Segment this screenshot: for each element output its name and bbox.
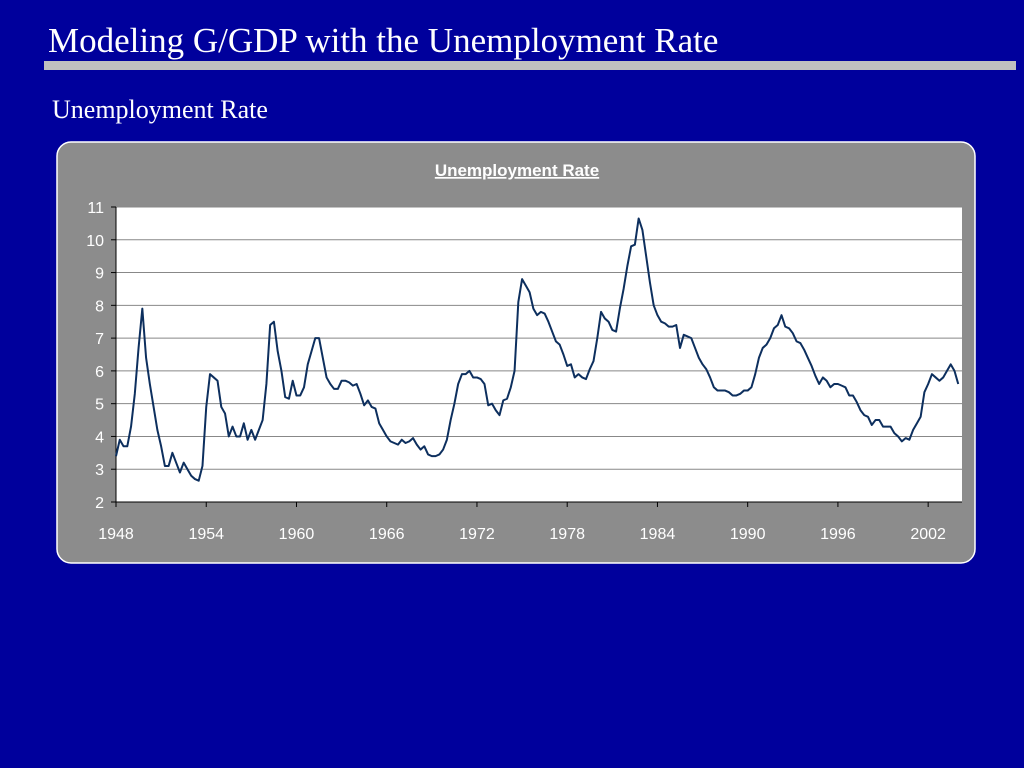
x-tick-label: 1978 xyxy=(549,526,585,543)
chart-title: Unemployment Rate xyxy=(435,161,599,180)
x-tick-label: 1996 xyxy=(820,526,856,543)
y-tick-label: 11 xyxy=(87,200,104,217)
x-tick-label: 1990 xyxy=(730,526,766,543)
plot-area xyxy=(116,207,962,502)
y-tick-label: 9 xyxy=(95,266,104,283)
y-tick-label: 6 xyxy=(95,364,104,381)
y-tick-label: 10 xyxy=(86,233,104,250)
y-tick-label: 8 xyxy=(95,298,104,315)
x-tick-label: 1984 xyxy=(640,526,676,543)
x-tick-label: 1960 xyxy=(279,526,315,543)
y-tick-label: 2 xyxy=(95,495,104,512)
data-line xyxy=(115,217,960,482)
y-tick-label: 4 xyxy=(95,429,104,446)
slide-title: Modeling G/GDP with the Unemployment Rat… xyxy=(48,21,718,60)
y-tick-label: 7 xyxy=(95,331,104,348)
x-tick-label: 1954 xyxy=(188,526,224,543)
slide-subtitle: Unemployment Rate xyxy=(52,95,268,124)
x-tick-label: 1972 xyxy=(459,526,495,543)
x-tick-label: 2002 xyxy=(910,526,946,543)
x-tick-label: 1966 xyxy=(369,526,405,543)
chart-layer: 2 3 4 5 6 7 8 9 10 11 1948 1954 1960 1966 1972 1978 1984… xyxy=(86,200,962,543)
y-tick-label: 5 xyxy=(95,397,104,414)
title-rule xyxy=(44,61,1016,70)
x-tick-label: 1948 xyxy=(98,526,134,543)
y-tick-label: 3 xyxy=(95,462,104,479)
